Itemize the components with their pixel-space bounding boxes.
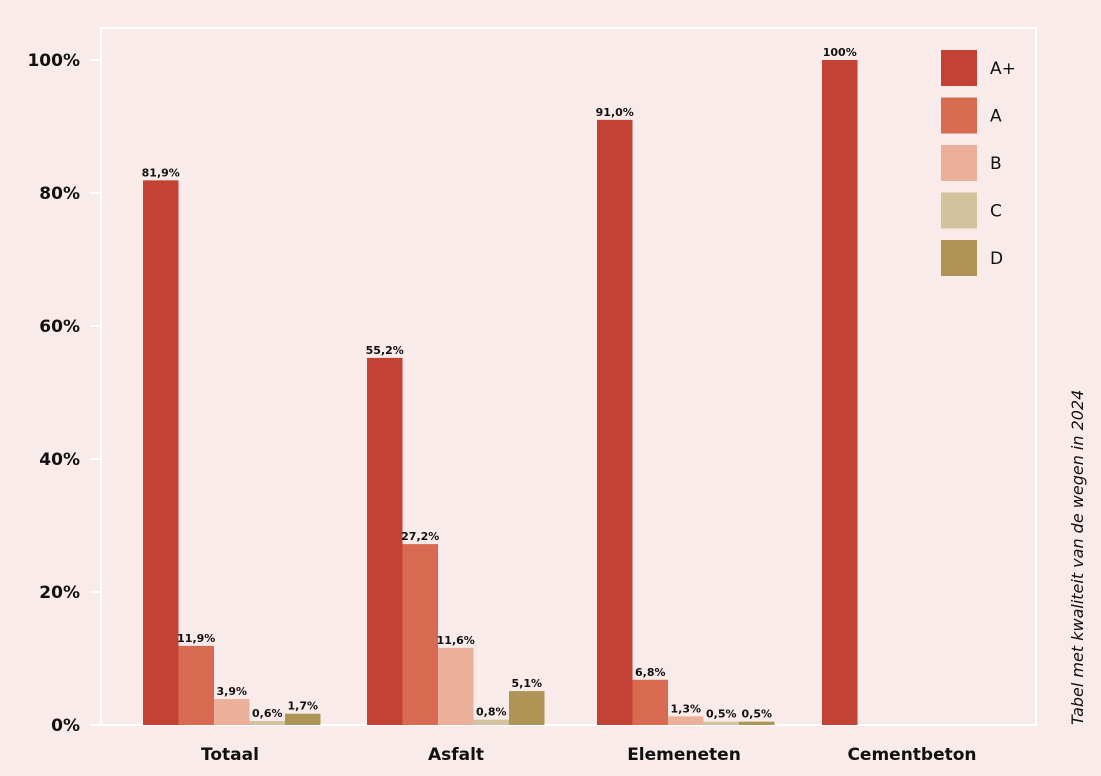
y-tick-label: 100% <box>27 51 80 71</box>
data-label: 1,7% <box>287 700 318 713</box>
legend-label: A <box>990 107 1002 127</box>
data-label: 100% <box>823 46 857 59</box>
side-note: Tabel met kwaliteit van de wegen in 2024 <box>1068 390 1087 725</box>
legend-swatch <box>941 192 977 229</box>
bar-d-elemeneten <box>739 721 775 725</box>
data-label: 0,5% <box>741 708 772 721</box>
data-label: 91,0% <box>596 106 634 119</box>
bar-b-totaal <box>214 699 250 725</box>
data-label: 11,6% <box>437 634 475 647</box>
x-tick-label: Totaal <box>201 745 259 765</box>
bar-a-elemeneten <box>632 679 668 725</box>
bars-group <box>143 60 858 726</box>
y-tick-label: 20% <box>39 583 80 603</box>
y-axis: 0% 20% 40% 60% 80% 100% <box>27 51 101 736</box>
data-label: 6,8% <box>635 666 666 679</box>
bar-a-plus-totaal <box>143 180 179 726</box>
bar-c-elemeneten <box>703 721 739 725</box>
legend-swatch <box>941 97 977 134</box>
y-tick-label: 0% <box>51 716 80 736</box>
legend-swatch <box>941 50 977 86</box>
y-tick-label: 80% <box>39 184 80 204</box>
x-tick-label: Cementbeton <box>847 745 976 765</box>
data-label: 81,9% <box>142 166 180 179</box>
data-label: 11,9% <box>177 632 215 645</box>
legend-label: A+ <box>990 59 1016 79</box>
plot-frame <box>100 27 1037 726</box>
legend-label: B <box>990 154 1002 174</box>
bar-a-plus-asfalt <box>367 357 403 725</box>
data-label: 27,2% <box>401 530 439 543</box>
legend-label: D <box>990 249 1003 269</box>
y-tick-label: 40% <box>39 450 80 470</box>
x-tick-label: Elemeneten <box>627 745 741 765</box>
x-tick-label: Asfalt <box>428 745 484 765</box>
data-label: 0,6% <box>252 707 283 720</box>
bar-a-plus-elemeneten <box>597 119 633 726</box>
bar-d-asfalt <box>509 691 545 725</box>
bar-a-asfalt <box>402 544 438 725</box>
bar-b-elemeneten <box>668 716 704 725</box>
legend-swatch <box>941 145 977 181</box>
bar-a-plus-cementbeton <box>822 60 858 725</box>
legend-label: C <box>990 202 1002 222</box>
data-label: 1,3% <box>670 702 701 715</box>
data-label: 0,5% <box>706 708 737 721</box>
legend: A+ A B C D <box>941 50 1016 276</box>
bar-c-asfalt <box>473 719 509 725</box>
data-label: 3,9% <box>216 685 247 698</box>
bar-d-totaal <box>285 713 321 725</box>
data-label: 55,2% <box>366 344 404 357</box>
data-label: 5,1% <box>511 677 542 690</box>
data-label: 0,8% <box>476 706 507 719</box>
bar-a-totaal <box>178 645 214 725</box>
data-labels: 81,9% 11,9% 3,9% 0,6% 1,7% 55,2% 27,2% 11,6% 0,8… <box>142 46 857 721</box>
y-tick-label: 60% <box>39 317 80 337</box>
bar-b-asfalt <box>438 647 474 725</box>
legend-swatch <box>941 240 977 276</box>
bar-c-totaal <box>249 721 285 725</box>
x-axis: Totaal Asfalt Elemeneten Cementbeton <box>201 745 977 765</box>
